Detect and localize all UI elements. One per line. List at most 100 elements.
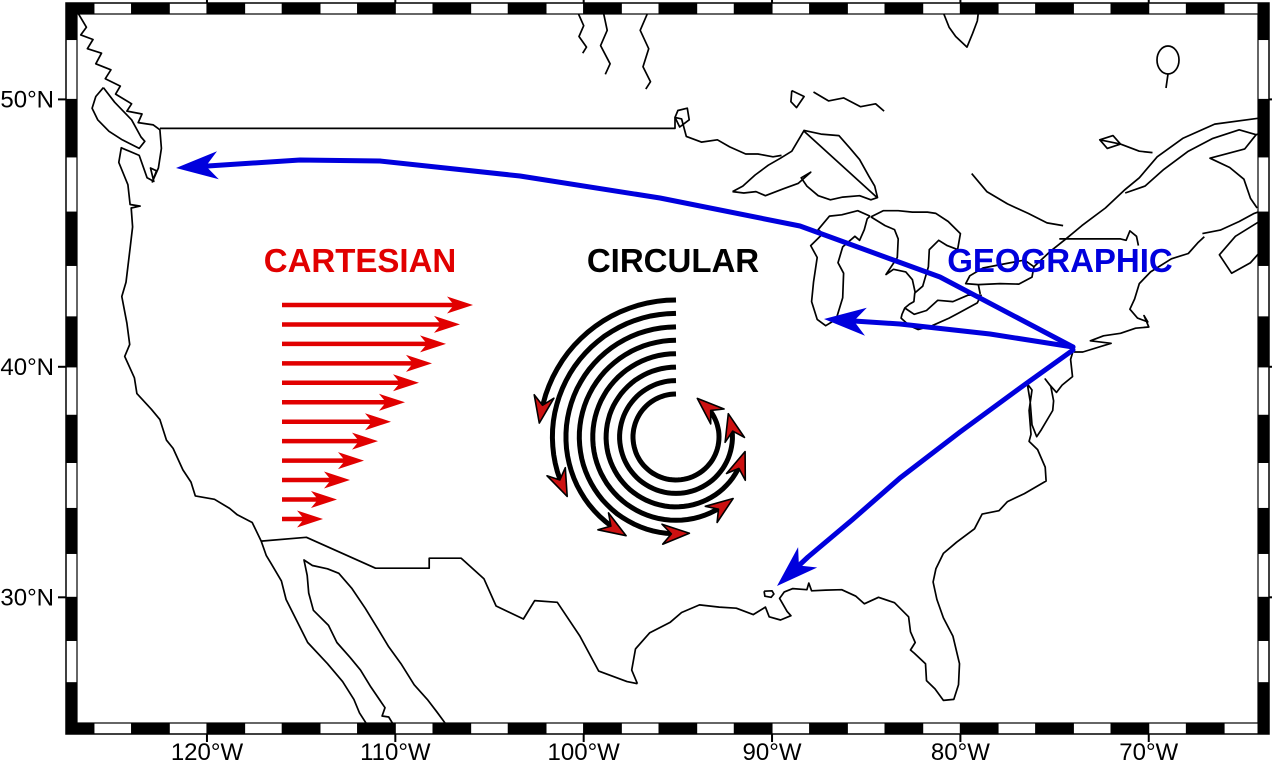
circular-vector-head: [661, 523, 691, 546]
frame-checker-segment: [1257, 682, 1270, 724]
frame-checker-segment: [1257, 156, 1270, 213]
cartesian-vector-head: [406, 354, 432, 372]
coastline-lac-saint-jean-saguenay: [1098, 134, 1153, 154]
frame-checker-segment: [1257, 39, 1270, 100]
frame-checker-segment: [76, 2, 95, 15]
frame-checker-segment: [696, 2, 735, 15]
frame-checker-segment: [131, 722, 170, 735]
coastline-st-lawrence-north: [1033, 117, 1258, 268]
coastline-lake-of-the-woods: [674, 107, 691, 128]
coastline-lake-michigan: [809, 209, 871, 327]
cartesian-vectors: [282, 296, 473, 528]
geographic-vector-shaft: [794, 347, 1076, 570]
coastline-vancouver-island: [91, 87, 146, 150]
frame-checker-segment: [733, 722, 773, 735]
frame-checker-segment: [206, 722, 246, 735]
frame-checker-segment: [65, 211, 78, 266]
frame-checker-segment: [65, 39, 78, 100]
frame-checker-segment: [432, 722, 472, 735]
cartesian-vector-head: [420, 335, 446, 353]
circular-vector-head: [725, 450, 747, 482]
coastline-border-lake-superior: [803, 130, 878, 198]
frame-corner: [66, 723, 77, 734]
circular-vector-arc: [538, 297, 677, 414]
frame-checker-segment: [65, 552, 78, 598]
frame-checker-segment: [1257, 507, 1270, 554]
coastline-pacific-coast-baja: [77, 14, 367, 723]
circular-vector-arc: [549, 310, 677, 489]
frame-checker-segment: [1185, 2, 1225, 15]
x-axis-label: 80°W: [931, 739, 990, 762]
cartesian-vector-head: [324, 471, 350, 489]
frame-checker-segment: [1035, 2, 1074, 15]
frame-checker-segment: [244, 2, 283, 15]
cartesian-vector-head: [379, 393, 405, 411]
circular-vector-arc: [630, 391, 722, 483]
map-frame: [65, 2, 1270, 735]
frame-checker-segment: [65, 264, 78, 318]
cartesian-vector-head: [447, 296, 473, 314]
coastline-albany-river: [813, 91, 885, 112]
frame-checker-segment: [1223, 2, 1259, 15]
coastline-nova-scotia: [1218, 221, 1258, 275]
coastline-st-lawrence-south: [1124, 128, 1258, 194]
frame-checker-segment: [470, 722, 509, 735]
frame-checker-segment: [507, 722, 547, 735]
coastline-lake-superior: [732, 129, 879, 201]
coastline-lake-stclair-erie: [900, 292, 982, 331]
circular-vector-head: [546, 466, 569, 498]
frame-checker-segment: [884, 2, 924, 15]
frame-checker-segment: [771, 2, 811, 15]
frame-checker-segment: [1072, 722, 1112, 735]
frame-checker-segment: [1148, 722, 1187, 735]
frame-checker-segment: [507, 2, 547, 15]
frame-checker-segment: [1257, 414, 1270, 463]
cartesian-vector-head: [311, 491, 337, 508]
frame-checker-segment: [545, 722, 585, 735]
frame-checker-segment: [319, 722, 359, 735]
frame-checker-segment: [620, 2, 660, 15]
cartesian-vector-head: [393, 374, 419, 392]
map-content: [77, 14, 1258, 723]
frame-checker-segment: [959, 722, 999, 735]
frame-checker-segment: [1257, 461, 1270, 509]
x-axis-label: 120°W: [171, 739, 244, 762]
circular-vector-head: [724, 412, 746, 444]
frame-checker-segment: [997, 722, 1037, 735]
frame-checker-segment: [1257, 596, 1270, 641]
frame-checker-segment: [244, 722, 283, 735]
circular-vector-arc: [576, 337, 680, 537]
frame-inner-outline: [76, 13, 1259, 724]
frame-checker-segment: [65, 682, 78, 724]
frame-checker-segment: [1257, 12, 1270, 41]
frame-checker-segment: [65, 98, 78, 158]
frame-checker-segment: [658, 722, 698, 735]
geographic-vector-head: [824, 307, 867, 336]
frame-checker-segment: [281, 722, 321, 735]
coastline-james-bay: [942, 14, 980, 48]
cartesian-vector-head: [434, 315, 460, 333]
frame-checker-segment: [846, 2, 886, 15]
frame-checker-segment: [620, 722, 660, 735]
frame-checker-segment: [658, 2, 698, 15]
coastline-lake-winnipeg: [639, 14, 652, 90]
x-axis-label: 90°W: [743, 739, 802, 762]
frame-checker-segment: [1257, 552, 1270, 598]
frame-checker-segment: [65, 414, 78, 463]
coastlines: [77, 14, 1258, 723]
frame-checker-segment: [1035, 722, 1074, 735]
frame-checker-segment: [1223, 722, 1259, 735]
frame-checker-segment: [733, 2, 773, 15]
frame-checker-segment: [65, 461, 78, 509]
circular-vector-arc: [603, 364, 745, 510]
cartesian-vector-head: [338, 452, 364, 470]
frame-checker-segment: [997, 2, 1037, 15]
frame-checker-segment: [696, 722, 735, 735]
frame-checker-segment: [884, 722, 924, 735]
frame-checker-segment: [583, 722, 622, 735]
coastline-lake-ontario: [964, 259, 1035, 295]
coastline-ottawa-river: [971, 173, 1064, 227]
geographic-vector-head: [777, 547, 818, 586]
